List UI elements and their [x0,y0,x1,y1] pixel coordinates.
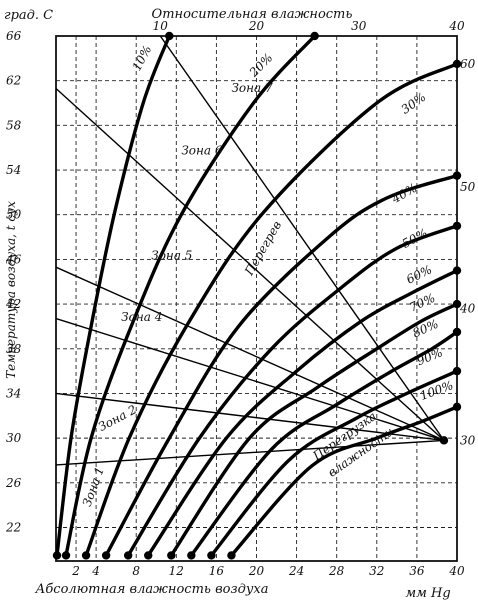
y-tick-label-11: 66 [6,29,22,43]
x-unit-label: мм Hg [405,586,450,601]
rh-curve-20pct [64,34,317,558]
end-point-2 [61,551,71,560]
y-tick-label-1: 26 [5,476,22,490]
annotation-3: 30% [399,90,429,117]
annotation-14: Зона 4 [121,310,162,324]
end-point-8 [187,551,196,560]
end-point-13 [310,31,319,41]
rh-curve-50pct [126,224,459,558]
top-tick-label-0: 10 [153,19,169,33]
end-point-19 [452,327,462,337]
right-edge-label-1: 50 [460,180,476,194]
end-point-3 [81,551,91,560]
x-tick-label-2: 8 [132,564,140,578]
y-tick-label-7: 50 [6,208,22,222]
y-tick-label-4: 38 [6,342,22,356]
zone-boundary-5 [55,439,445,466]
annotation-12: Зона 6 [181,143,223,157]
annotation-13: Зона 5 [151,248,192,262]
rh-curve-80pct [189,330,459,558]
plot-frame [55,35,458,562]
rh-curve-30pct [84,62,459,558]
grid-lines [56,36,457,561]
x-tick-label-9: 36 [409,564,425,578]
end-point-4 [101,551,111,560]
right-edge-label-0: 60 [460,57,476,71]
annotation-9: 90% [415,345,445,368]
x-tick-label-5: 20 [248,564,265,578]
rh-curve-90pct [209,369,459,558]
end-point-1 [52,551,62,560]
y-tick-label-9: 58 [6,118,22,132]
end-point-15 [452,171,462,180]
relative-humidity-curves [55,34,459,558]
x-tick-label-7: 28 [328,564,345,578]
x-tick-label-0: 2 [71,564,80,578]
end-point-10 [227,551,236,560]
rh-curve-60pct [146,268,459,558]
zone-boundary-2 [55,266,445,442]
y-tick-label-3: 34 [6,386,21,400]
y-tick-label-2: 30 [6,431,22,445]
rh-curve-100pct [229,405,459,558]
zone-boundary-4 [55,392,445,442]
end-point-20 [452,366,462,376]
end-point-5 [123,551,133,560]
rh-curve-40pct [104,173,459,558]
y-axis-title: Температура воздуха, t сух [4,201,18,379]
y-tick-label-6: 46 [5,252,22,266]
right-edge-label-2: 40 [459,302,476,316]
end-point-14 [452,59,462,69]
top-tick-label-3: 40 [448,19,465,33]
top-tick-label-2: 30 [351,19,367,33]
end-point-9 [207,551,216,560]
annotation-4: 40% [388,181,419,207]
zone-boundaries [55,35,445,466]
zone-boundary-6 [159,35,445,441]
end-point-17 [452,266,462,275]
annotation-1: 10% [129,43,154,73]
y-unit-label: град. С [4,8,53,23]
x-tick-label-4: 16 [209,564,225,578]
top-tick-label-1: 20 [248,19,265,33]
zone-boundary-1 [55,87,445,441]
x-tick-label-6: 24 [288,564,304,578]
x-tick-label-3: 12 [169,564,184,578]
annotation-8: 80% [410,317,440,341]
end-point-16 [452,221,462,231]
annotation-5: 50% [400,226,430,251]
x-axis-title: Абсолютная влажность воздуха [35,582,269,597]
x-tick-label-8: 32 [369,564,384,578]
end-point-12 [165,31,174,41]
right-edge-label-3: 30 [460,433,476,447]
rh-curve-10pct [55,34,171,558]
y-tick-label-5: 42 [5,297,21,311]
end-point-11 [439,436,449,445]
y-tick-label-8: 54 [6,163,21,177]
top-axis-title: Относительная влажность [152,7,353,22]
y-tick-label-0: 22 [5,520,21,534]
annotation-2: 20% [246,51,275,80]
x-tick-label-1: 4 [91,564,100,578]
x-tick-label-10: 40 [448,564,465,578]
end-point-7 [167,551,176,560]
end-point-6 [144,551,153,560]
annotation-17: Перегрев [241,219,284,279]
end-point-21 [452,402,462,412]
y-tick-label-10: 62 [6,74,21,88]
rh-curve-70pct [169,302,459,558]
annotation-11: Зона 7 [231,81,273,95]
tick-labels: 2 4 8 12 16 20 24 28 32 36 40 22 26 30 34 38 42 46 50 54 58 6… [5,19,476,578]
curve-end-points [52,31,462,560]
end-point-18 [452,299,462,309]
zone-boundary-3 [55,317,445,442]
